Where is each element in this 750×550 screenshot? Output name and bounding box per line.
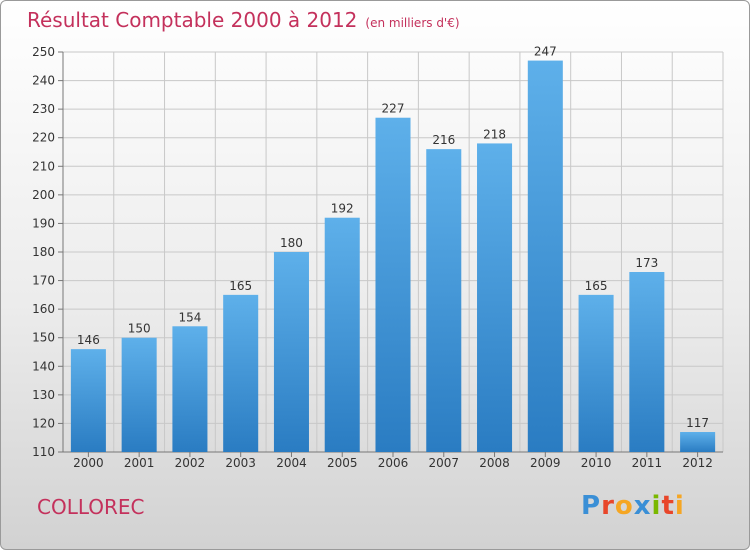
- y-tick-label: 150: [32, 331, 55, 345]
- x-tick-label: 2010: [581, 456, 612, 470]
- logo-letter: t: [661, 491, 675, 521]
- x-tick-label: 2009: [530, 456, 561, 470]
- value-label: 117: [686, 416, 709, 430]
- unit-note: (en milliers d'€): [365, 16, 460, 30]
- x-tick-label: 2008: [479, 456, 510, 470]
- y-tick-label: 240: [32, 74, 55, 88]
- logo-letter: r: [601, 491, 615, 521]
- y-tick-label: 120: [32, 416, 55, 430]
- x-tick-label: 2005: [327, 456, 358, 470]
- y-tick-label: 160: [32, 302, 55, 316]
- logo-letter: i: [651, 491, 662, 521]
- bar-2001: [121, 337, 157, 452]
- value-label: 165: [585, 279, 608, 293]
- commune-name: COLLOREC: [37, 495, 145, 519]
- chart-title: Résultat Comptable 2000 à 2012 (en millie…: [27, 8, 460, 32]
- bar-2008: [477, 143, 513, 452]
- y-tick-label: 190: [32, 216, 55, 230]
- proxiti-logo: Proxiti: [581, 491, 685, 521]
- logo-letter: i: [674, 491, 685, 521]
- y-tick-label: 200: [32, 188, 55, 202]
- value-label: 227: [382, 102, 405, 116]
- x-tick-label: 2001: [124, 456, 155, 470]
- value-label: 146: [77, 333, 100, 347]
- bar-2000: [70, 349, 106, 452]
- bar-2011: [629, 272, 665, 452]
- bar-2007: [426, 149, 462, 452]
- y-tick-label: 230: [32, 102, 55, 116]
- value-label: 150: [128, 322, 151, 336]
- x-tick-label: 2000: [73, 456, 104, 470]
- x-tick-label: 2012: [682, 456, 713, 470]
- bar-2003: [223, 294, 259, 452]
- y-tick-label: 130: [32, 388, 55, 402]
- value-label: 216: [432, 133, 455, 147]
- bar-2010: [578, 294, 614, 452]
- y-tick-label: 170: [32, 274, 55, 288]
- logo-letter: o: [614, 491, 634, 521]
- y-tick-label: 220: [32, 131, 55, 145]
- value-label: 247: [534, 45, 557, 59]
- bar-2006: [375, 117, 411, 452]
- y-tick-label: 210: [32, 159, 55, 173]
- x-tick-label: 2007: [428, 456, 459, 470]
- value-label: 173: [635, 256, 658, 270]
- value-label: 165: [229, 279, 252, 293]
- bar-2005: [324, 217, 360, 452]
- y-tick-label: 110: [32, 445, 55, 459]
- x-tick-label: 2011: [632, 456, 663, 470]
- bar-2004: [273, 252, 309, 452]
- value-label: 218: [483, 127, 506, 141]
- bar-layer: [70, 60, 716, 452]
- value-label: 192: [331, 202, 354, 216]
- logo-letter: P: [581, 491, 602, 521]
- x-tick-label: 2003: [225, 456, 256, 470]
- bar-2009: [527, 60, 563, 452]
- bar-2002: [172, 326, 208, 452]
- label-layer: 146 150 154 165 180 192 227 216 218 247 165 173 117: [77, 45, 709, 430]
- y-tick-label: 140: [32, 359, 55, 373]
- bar-2012: [680, 432, 716, 452]
- x-tick-label: 2006: [378, 456, 409, 470]
- y-tick-label: 180: [32, 245, 55, 259]
- logo-letter: x: [633, 491, 652, 521]
- title-text: Résultat Comptable 2000 à 2012: [27, 8, 358, 32]
- axis-layer: 110 120 130 140 150 160 170 180 190 200 210 220 230 2…: [32, 45, 723, 470]
- x-tick-label: 2004: [276, 456, 307, 470]
- y-tick-label: 250: [32, 45, 55, 59]
- value-label: 180: [280, 236, 303, 250]
- value-label: 154: [178, 310, 201, 324]
- x-tick-label: 2002: [175, 456, 206, 470]
